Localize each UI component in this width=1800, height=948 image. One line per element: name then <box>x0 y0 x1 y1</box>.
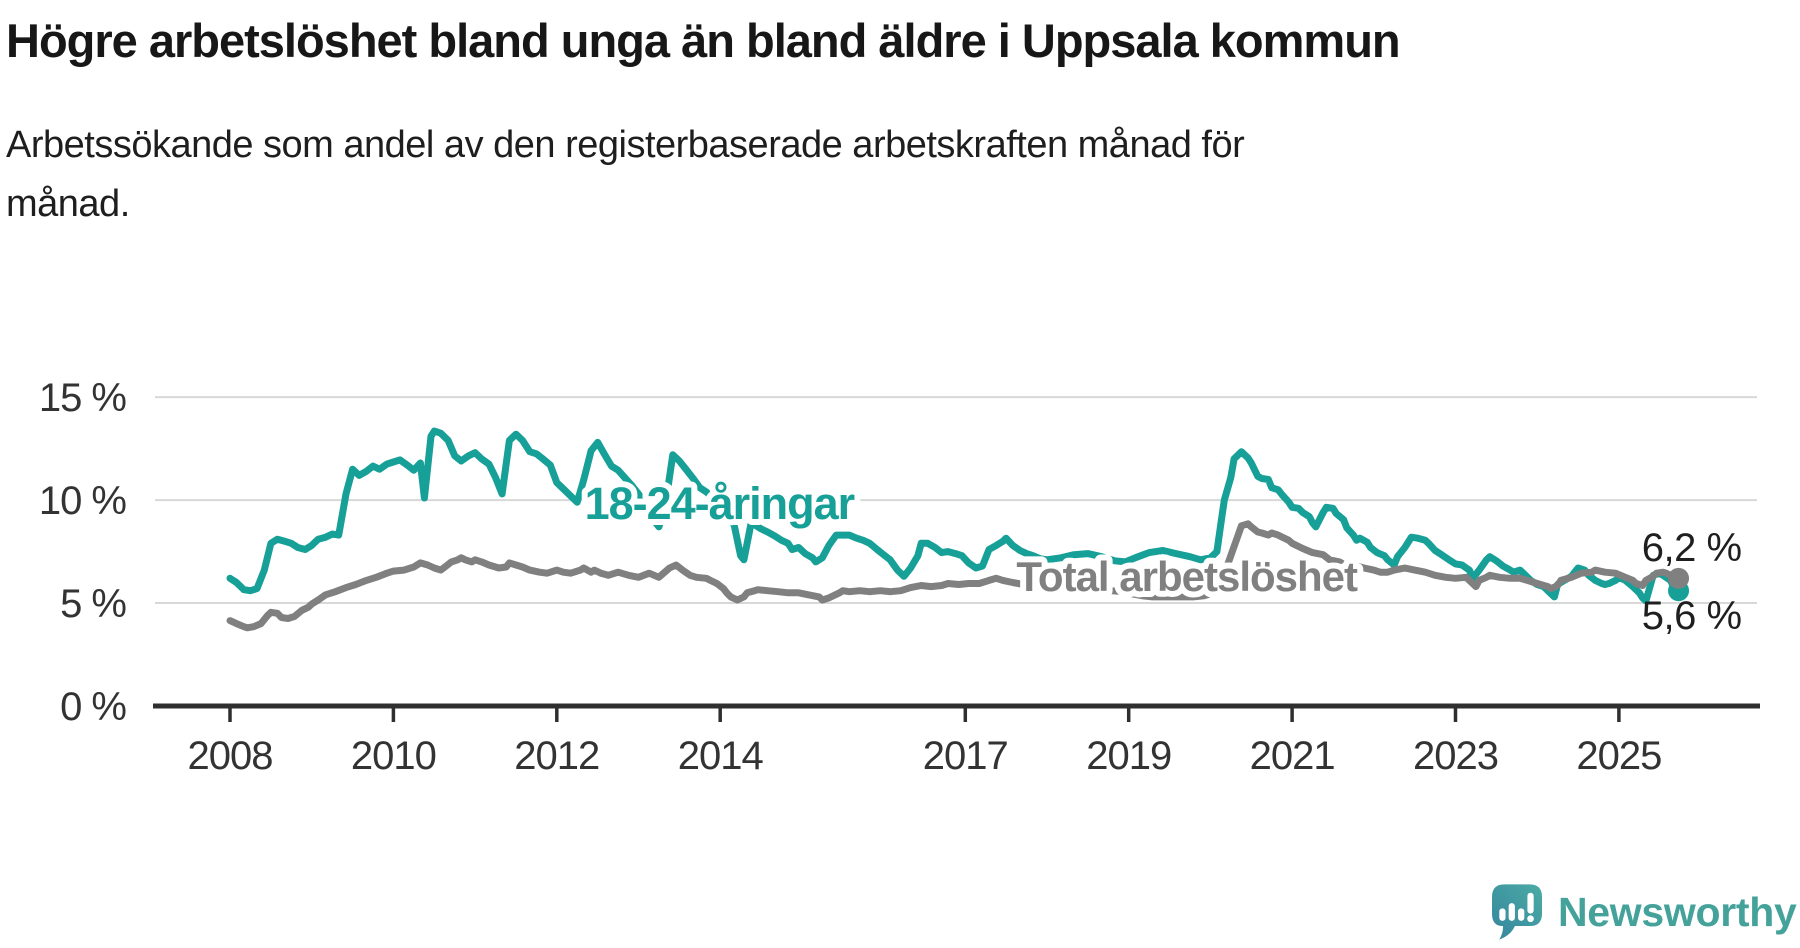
x-axis-tick-label: 2008 <box>188 734 273 778</box>
chart-subtitle: Arbetssökande som andel av den registerb… <box>6 124 1245 225</box>
y-axis-tick-label: 5 % <box>60 582 126 626</box>
y-axis-tick-label: 0 % <box>60 685 126 729</box>
chart-header: Högre arbetslöshet bland unga än bland ä… <box>6 10 1401 234</box>
newsworthy-brand-text: Newsworthy <box>1558 888 1797 935</box>
y-axis-tick-label: 15 % <box>39 376 127 420</box>
x-axis-tick-label: 2010 <box>351 734 436 778</box>
x-axis-tick-label: 2023 <box>1413 734 1498 778</box>
x-axis-tick-label: 2025 <box>1576 734 1661 778</box>
series-line-youth <box>226 427 1682 605</box>
x-axis-tick-label: 2017 <box>923 734 1008 778</box>
series-line-total <box>226 520 1682 632</box>
x-axis-tick-label: 2014 <box>678 734 764 778</box>
series-label-total: Total arbetslöshet <box>1016 553 1358 600</box>
series-end-dot-total <box>1668 567 1690 589</box>
x-axis-tick-label: 2019 <box>1086 734 1171 778</box>
newsworthy-brand: Newsworthy <box>1492 884 1797 940</box>
end-value-label-total: 6,2 % <box>1642 526 1742 570</box>
series-label-youth: 18-24-åringar <box>585 478 855 529</box>
end-value-label-youth: 5,6 % <box>1642 594 1742 638</box>
newsworthy-logo-icon <box>1492 884 1542 940</box>
y-axis-tick-label: 10 % <box>39 479 127 523</box>
x-axis-tick-label: 2021 <box>1250 734 1335 778</box>
x-axis-tick-label: 2012 <box>514 734 599 778</box>
page-title: Högre arbetslöshet bland unga än bland ä… <box>6 14 1401 67</box>
